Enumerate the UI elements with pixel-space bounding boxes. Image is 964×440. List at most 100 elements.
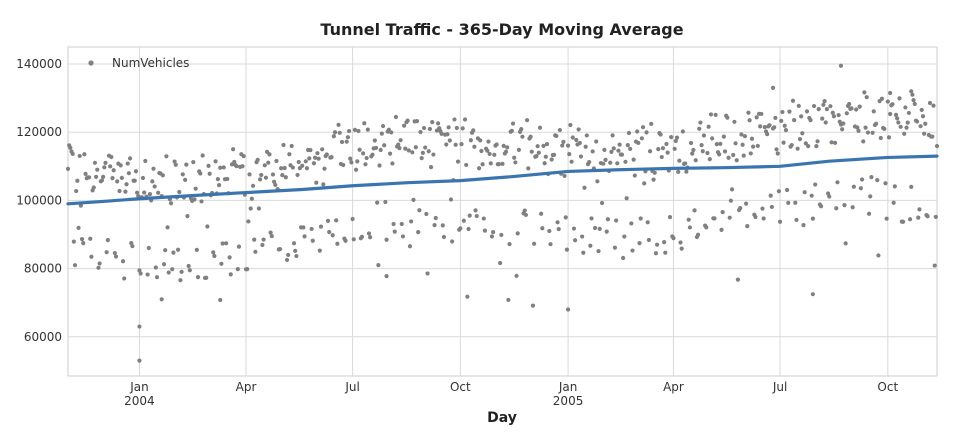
data-point	[769, 204, 774, 210]
data-point	[906, 110, 911, 116]
data-point	[296, 159, 301, 165]
data-point	[892, 184, 897, 189]
data-point	[325, 218, 331, 224]
data-point	[861, 139, 866, 144]
data-point	[109, 154, 114, 160]
data-point	[532, 241, 537, 246]
data-point	[512, 155, 517, 160]
data-point	[523, 212, 529, 218]
data-point	[163, 248, 168, 253]
data-point	[804, 109, 810, 114]
data-point	[88, 236, 93, 241]
data-point	[679, 246, 684, 251]
data-point	[345, 135, 351, 140]
data-point	[660, 146, 666, 151]
data-point	[744, 201, 749, 206]
data-point	[773, 115, 778, 121]
data-point	[868, 194, 873, 199]
data-point	[878, 135, 883, 141]
y-axis: 60000 80000 100000 120000 140000	[16, 57, 62, 344]
data-point	[357, 147, 362, 152]
data-point	[522, 208, 527, 213]
x-tick-label: Apr	[236, 380, 257, 394]
data-point	[741, 153, 746, 158]
data-point	[653, 251, 659, 256]
data-point	[382, 143, 387, 148]
data-point	[406, 148, 411, 153]
data-point	[864, 95, 869, 100]
data-point	[102, 165, 107, 170]
data-point	[841, 121, 846, 126]
data-point	[171, 250, 176, 255]
data-point	[314, 180, 319, 185]
data-point	[419, 156, 424, 161]
data-point	[847, 101, 852, 107]
data-point	[336, 122, 341, 127]
data-point	[460, 126, 465, 131]
data-point	[747, 118, 752, 123]
data-point	[331, 134, 336, 139]
data-point	[732, 119, 737, 124]
data-point	[452, 117, 457, 122]
data-point	[101, 174, 106, 179]
data-point	[663, 250, 668, 255]
data-point	[180, 172, 185, 177]
data-point	[590, 149, 595, 154]
data-point	[123, 189, 128, 194]
data-point	[886, 135, 892, 140]
data-point	[529, 149, 534, 154]
data-point	[228, 272, 233, 277]
data-point	[510, 121, 516, 126]
data-point	[246, 219, 251, 224]
legend: NumVehicles	[88, 56, 189, 70]
data-point	[616, 148, 621, 153]
data-point	[74, 188, 79, 194]
data-point	[674, 135, 680, 140]
data-point	[165, 225, 170, 230]
data-point	[811, 103, 817, 109]
data-point	[923, 121, 928, 126]
data-point	[192, 197, 197, 202]
data-point	[540, 226, 545, 231]
data-point	[403, 146, 408, 151]
data-point	[482, 228, 488, 233]
data-point	[695, 232, 701, 237]
data-point	[514, 273, 519, 278]
data-point	[183, 177, 188, 182]
data-point	[478, 138, 483, 143]
data-point	[541, 143, 546, 148]
data-point	[82, 152, 87, 157]
data-point	[207, 171, 212, 176]
data-point	[524, 118, 530, 123]
data-point	[311, 161, 317, 166]
data-point	[407, 244, 413, 249]
data-point	[903, 105, 908, 110]
data-point	[343, 238, 348, 243]
data-point	[683, 161, 688, 166]
data-point	[393, 114, 399, 120]
data-point	[555, 220, 560, 225]
data-point	[104, 250, 109, 255]
data-point	[286, 252, 291, 258]
data-point	[159, 297, 164, 302]
data-point	[135, 190, 140, 195]
data-point	[722, 149, 728, 154]
data-point	[739, 132, 744, 137]
data-point	[917, 207, 922, 212]
data-point	[335, 241, 340, 246]
data-point	[822, 98, 827, 104]
data-point	[216, 183, 222, 188]
data-point	[746, 110, 751, 115]
data-point	[376, 263, 381, 268]
data-point	[218, 165, 223, 170]
legend-marker	[88, 60, 94, 66]
data-point	[108, 164, 113, 169]
data-point	[379, 131, 384, 136]
data-point	[883, 181, 888, 186]
data-point	[330, 233, 335, 238]
data-point	[481, 216, 486, 221]
data-point	[581, 250, 586, 255]
data-point	[603, 157, 608, 162]
data-point	[79, 237, 85, 242]
data-point	[810, 216, 815, 221]
